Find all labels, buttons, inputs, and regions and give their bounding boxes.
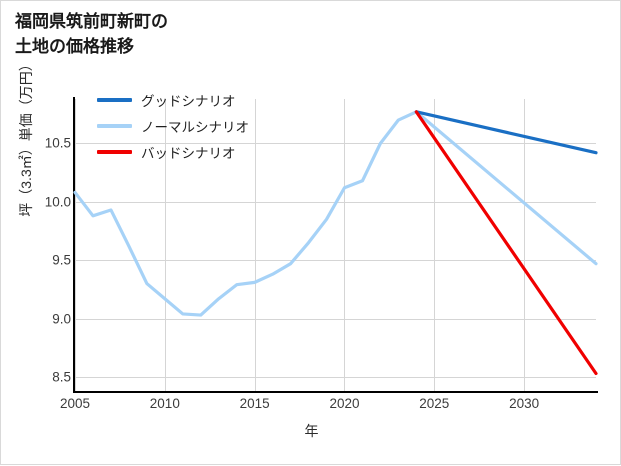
x-tick-label: 2015 [239,396,270,411]
legend-swatch-icon [97,123,132,128]
chart-legend: グッドシナリオ ノーマルシナリオ バッドシナリオ [97,91,249,161]
gridline-vertical [434,99,436,391]
x-tick-label: 2025 [419,396,450,411]
x-tick-label: 2005 [59,396,91,411]
y-tick-label: 8.5 [52,369,71,385]
gridline-vertical [254,99,256,391]
y-axis-label: 坪（3.3㎡）単価（万円） [18,57,34,217]
x-tick-label: 2020 [329,396,360,411]
y-tick-label: 9.5 [52,252,71,268]
y-tick-label: 10.0 [44,194,71,210]
legend-item[interactable]: ノーマルシナリオ [97,117,249,135]
legend-item[interactable]: グッドシナリオ [97,91,249,109]
legend-swatch-icon [97,97,132,102]
y-tick-label: 10.5 [44,135,71,151]
legend-swatch-icon [97,149,132,154]
chart-title-line-2: 土地の価格推移 [15,36,134,56]
chart-title-line-1: 福岡県筑前町新町の [15,12,168,31]
x-tick-label: 2010 [149,396,180,411]
legend-label: ノーマルシナリオ [141,119,249,135]
gridline-horizontal [75,318,596,320]
gridline-horizontal [75,201,596,203]
gridline-vertical [75,99,76,391]
legend-label: グッドシナリオ [141,93,236,109]
x-tick-label: 2030 [509,396,540,411]
x-axis-line [73,391,598,393]
gridline-horizontal [75,260,596,262]
y-axis-ticks: 10.5 10.0 9.5 9.0 8.5 [1,1,71,466]
page-title: 福岡県筑前町新町の 土地の価格推移 [15,10,168,59]
y-tick-label: 9.0 [52,311,71,327]
gridline-vertical [524,99,526,391]
legend-label: バッドシナリオ [141,145,236,161]
legend-item[interactable]: バッドシナリオ [97,143,249,161]
gridline-horizontal [75,376,596,378]
gridline-vertical [344,99,346,391]
x-axis-label: 年 [304,423,319,439]
y-axis-line [73,97,75,393]
